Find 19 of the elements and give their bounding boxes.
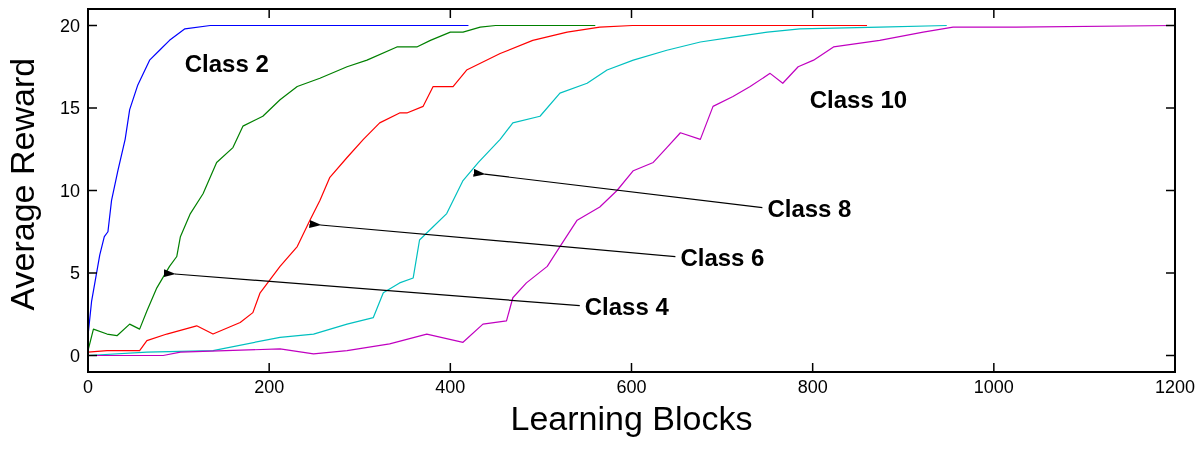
annotation: Class 8 bbox=[767, 195, 852, 223]
y-tick-label: 20 bbox=[59, 15, 80, 36]
y-tick-label: 15 bbox=[59, 98, 80, 119]
x-tick-label: 1200 bbox=[1154, 376, 1196, 397]
x-tick-label: 600 bbox=[616, 376, 647, 397]
annotation: Class 10 bbox=[809, 86, 908, 114]
x-axis-title: Learning Blocks bbox=[510, 399, 753, 437]
x-tick-label: 0 bbox=[82, 376, 94, 397]
x-tick-label: 200 bbox=[254, 376, 285, 397]
annotation: Class 2 bbox=[184, 49, 269, 77]
x-tick-label: 1000 bbox=[973, 376, 1014, 397]
annotation: Class 6 bbox=[680, 244, 765, 272]
annotation: Class 4 bbox=[584, 293, 670, 321]
x-tick-label: 400 bbox=[435, 376, 466, 397]
x-tick-label: 800 bbox=[797, 376, 828, 397]
y-tick-label: 10 bbox=[59, 180, 80, 201]
y-tick-label: 5 bbox=[69, 263, 80, 284]
y-axis-title: Average Reward bbox=[3, 57, 42, 311]
y-tick-label: 0 bbox=[69, 345, 80, 366]
